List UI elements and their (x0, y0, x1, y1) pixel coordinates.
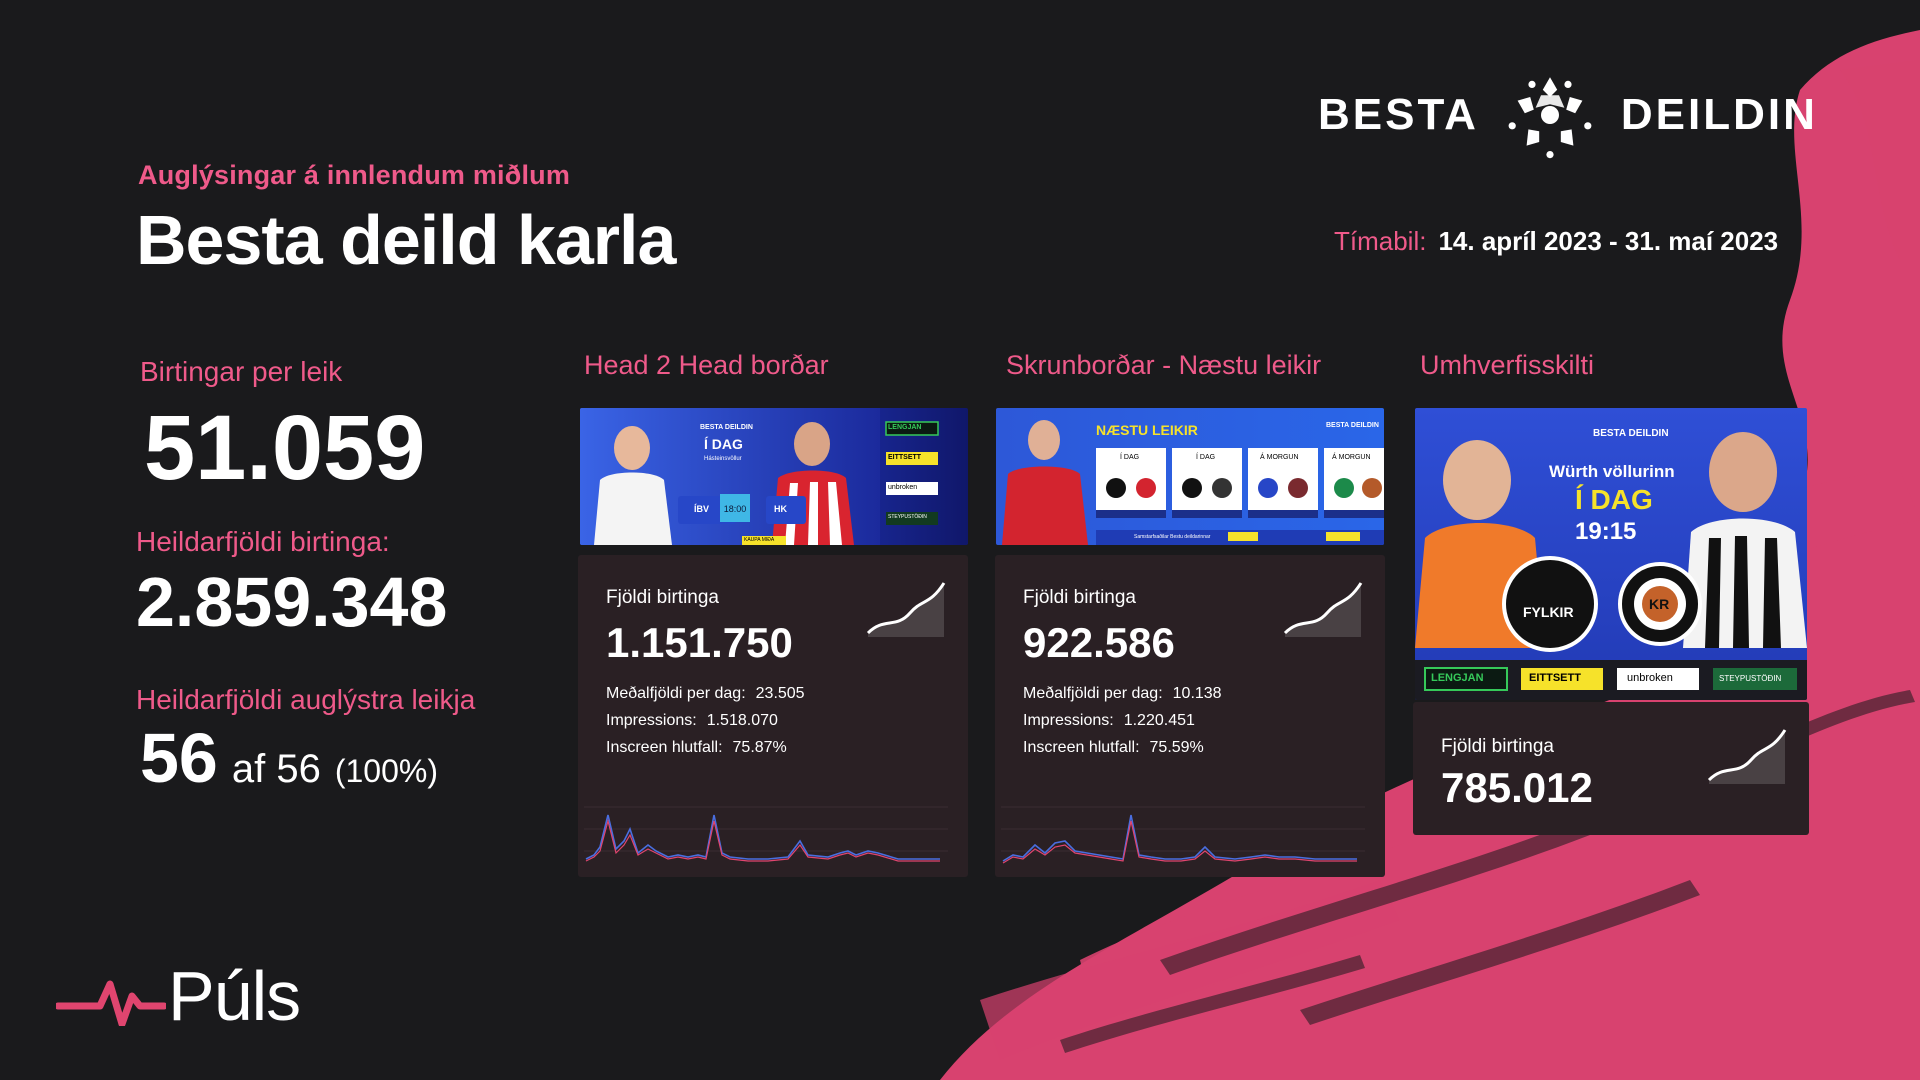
daily-impressions-sparkline (584, 806, 948, 862)
scroll-slot-2: Í DAG (1196, 454, 1216, 461)
panel-heading-head2head: Head 2 Head borðar (584, 350, 829, 380)
logo-word-right: DEILDIN (1620, 90, 1818, 139)
sign-title: Í DAG (1575, 484, 1653, 515)
period: Tímabil: 14. apríl 2023 - 31. maí 2023 (1334, 226, 1778, 257)
puls-wordmark: Púls (168, 957, 301, 1035)
scroll-brand: BESTA DEILDIN (1326, 422, 1379, 429)
games-label: Heildarfjöldi auglýstra leikja (136, 684, 476, 715)
scroll-slot-4: Á MORGUN (1332, 454, 1371, 461)
scroll-title: NÆSTU LEIKIR (1096, 422, 1198, 438)
row-label: Meðalfjöldi per dag: (1023, 685, 1163, 702)
card-row-impressions: Impressions: 1.220.451 (1023, 712, 1195, 730)
panel-heading-scroll-banners: Skrunborðar - Næstu leikir (1006, 350, 1322, 380)
star-ball-icon (1508, 77, 1592, 159)
sign-team-right: KR (1649, 596, 1670, 612)
sign-team-left: FYLKIR (1523, 604, 1574, 620)
scroll-footer: Samstarfsaðilar Bestu deildarinnar (1134, 534, 1211, 540)
games-of: af 56 (231, 747, 321, 791)
h2h-team-right: HK (774, 504, 787, 514)
card-value: 922.586 (1023, 619, 1175, 666)
environment-sign-stats-card: Fjöldi birtinga 785.012 (1413, 702, 1809, 835)
trend-up-icon (866, 582, 946, 637)
puls-logo: Púls (56, 956, 301, 1036)
row-label: Inscreen hlutfall: (1023, 739, 1140, 756)
card-title: Fjöldi birtinga (1023, 587, 1136, 608)
h2h-brand: BESTA DEILDIN (700, 424, 753, 431)
sign-brand: BESTA DEILDIN (1593, 428, 1669, 439)
daily-impressions-sparkline (1001, 806, 1365, 864)
sign-venue: Würth völlurinn (1549, 462, 1675, 481)
card-row-inscreen: Inscreen hlutfall: 75.59% (1023, 739, 1204, 757)
card-value: 785.012 (1441, 764, 1593, 811)
pulse-wave-icon (56, 980, 166, 1026)
sign-time: 19:15 (1575, 518, 1637, 545)
panel-heading-environment-signs: Umhverfisskilti (1420, 350, 1595, 380)
row-label: Meðalfjöldi per dag: (606, 685, 746, 702)
scroll-slot-1: Í DAG (1120, 454, 1140, 461)
total-value: 2.859.348 (136, 563, 448, 641)
period-value: 14. apríl 2023 - 31. maí 2023 (1438, 226, 1779, 256)
h2h-title: Í DAG (704, 436, 743, 452)
head2head-stats-card: Fjöldi birtinga 1.151.750 Meðalfjöldi pe… (578, 555, 968, 877)
row-label: Inscreen hlutfall: (606, 739, 723, 756)
card-title: Fjöldi birtinga (606, 587, 719, 608)
row-label: Impressions: (1023, 712, 1114, 729)
games-count: 56 (140, 719, 218, 797)
environment-sign-art (1415, 432, 1807, 700)
row-value: 1.518.070 (706, 712, 778, 729)
h2h-sponsor-2: EITTSETT (888, 454, 922, 461)
per-game-label: Birtingar per leik (140, 356, 343, 387)
row-value: 75.59% (1149, 739, 1204, 756)
h2h-cta: KAUPA MIÐA (744, 537, 775, 543)
scroll-banner-art (1002, 420, 1384, 545)
sign-sponsor-2: EITTSETT (1529, 672, 1581, 684)
sign-sponsor-4: STEYPUSTÖÐIN (1719, 674, 1782, 683)
h2h-sponsor-3: unbroken (888, 484, 918, 491)
scroll-slot-3: Á MORGUN (1260, 454, 1299, 461)
trend-up-icon (1283, 582, 1363, 637)
h2h-team-left: ÍBV (694, 504, 710, 514)
environment-sign-image: BESTA DEILDIN Würth völlurinn Í DAG 19:1… (1415, 408, 1807, 700)
header-eyebrow: Auglýsingar á innlendum miðlum (138, 160, 571, 190)
row-value: 23.505 (755, 685, 805, 702)
h2h-sponsor-4: STEYPUSTÖÐIN (888, 514, 927, 520)
besta-deildin-logo: BESTA DEILDIN (1318, 70, 1818, 160)
period-label: Tímabil: (1334, 226, 1427, 256)
page-title: Besta deild karla (136, 201, 676, 279)
head2head-banner-art (580, 408, 939, 545)
h2h-sponsor-1: LENGJAN (888, 424, 922, 431)
card-row-impressions: Impressions: 1.518.070 (606, 712, 778, 730)
card-value: 1.151.750 (606, 619, 793, 666)
card-row-avg: Meðalfjöldi per dag: 10.138 (1023, 685, 1222, 703)
h2h-venue: Hásteinsvöllur (704, 456, 742, 462)
games-value: 56 af 56 (100%) (140, 718, 438, 798)
card-title: Fjöldi birtinga (1441, 736, 1554, 757)
row-value: 1.220.451 (1123, 712, 1195, 729)
trend-up-icon (1707, 729, 1787, 784)
row-value: 10.138 (1172, 685, 1222, 702)
row-value: 75.87% (732, 739, 787, 756)
card-row-avg: Meðalfjöldi per dag: 23.505 (606, 685, 805, 703)
per-game-value: 51.059 (144, 397, 426, 499)
card-row-inscreen: Inscreen hlutfall: 75.87% (606, 739, 787, 757)
h2h-time: 18:00 (723, 504, 747, 514)
total-label: Heildarfjöldi birtinga: (136, 526, 390, 557)
sign-sponsor-1: LENGJAN (1431, 672, 1484, 684)
head2head-banner-image: BESTA DEILDIN Í DAG Hásteinsvöllur ÍBV 1… (580, 408, 968, 545)
logo-word-left: BESTA (1318, 90, 1479, 139)
games-percent: (100%) (334, 753, 438, 789)
row-label: Impressions: (606, 712, 697, 729)
sign-sponsor-3: unbroken (1627, 672, 1673, 684)
scroll-banner-image: NÆSTU LEIKIR BESTA DEILDIN Í DAG Í DAG Á… (996, 408, 1384, 545)
scroll-banner-stats-card: Fjöldi birtinga 922.586 Meðalfjöldi per … (995, 555, 1385, 877)
